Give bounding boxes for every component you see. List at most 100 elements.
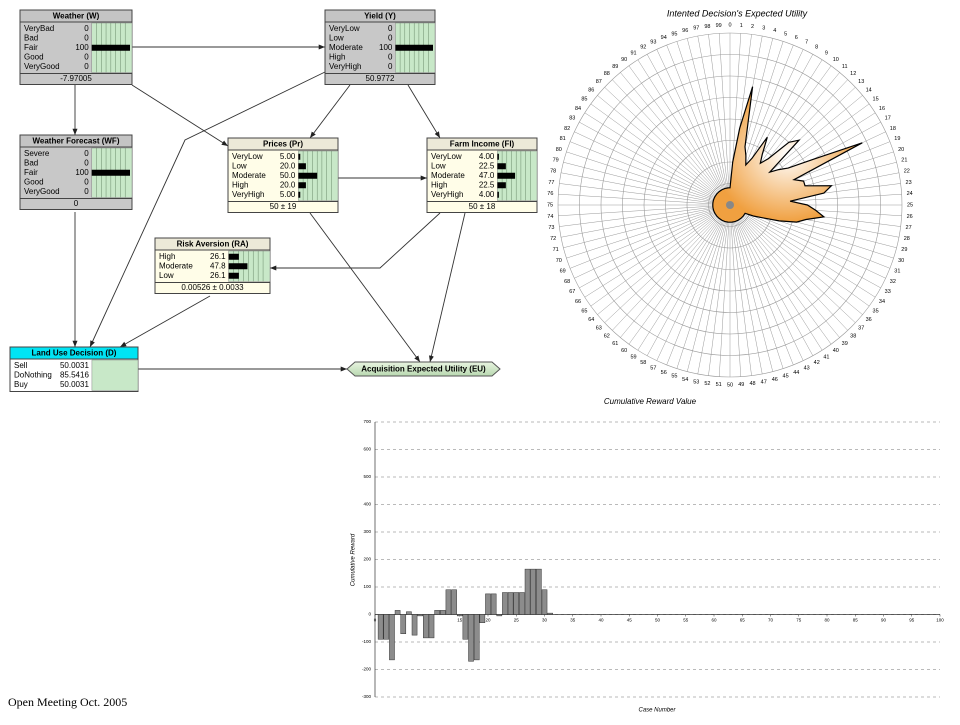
y-tick-label: 0 <box>368 612 371 617</box>
spoke <box>637 59 731 206</box>
state-value: 26.1 <box>210 271 226 280</box>
spoke-label: 76 <box>547 191 553 197</box>
spoke <box>604 87 731 206</box>
spoke <box>569 141 731 206</box>
spoke-label: 32 <box>890 279 896 285</box>
spoke-label: 67 <box>569 289 575 295</box>
state-value: 20.0 <box>280 161 296 170</box>
spoke-label: 87 <box>596 79 602 85</box>
bar <box>445 589 452 615</box>
x-tick-label: 95 <box>909 618 915 623</box>
node-title: Land Use Decision (D) <box>32 349 117 358</box>
bar <box>490 593 497 615</box>
spoke-label: 10 <box>833 57 839 63</box>
spoke-label: 28 <box>904 236 910 242</box>
spoke-label: 57 <box>650 365 656 371</box>
x-tick-label: 70 <box>768 618 774 623</box>
x-tick-label: 30 <box>542 618 548 623</box>
spoke-label: 61 <box>612 341 618 347</box>
y-tick-label: 100 <box>363 584 371 589</box>
spoke <box>729 204 886 279</box>
bar <box>423 614 429 639</box>
spoke-label: 51 <box>716 382 722 388</box>
node: Prices (Pr)VeryLow 5.00 Low 20.0 Moderate 50.… <box>227 137 339 213</box>
state-bar <box>298 153 301 160</box>
bar <box>513 592 520 615</box>
spoke-label: 54 <box>682 377 688 383</box>
x-tick-label: 100 <box>936 618 944 623</box>
spoke-label: 26 <box>907 214 913 220</box>
x-tick-label: 75 <box>796 618 802 623</box>
state-name: Moderate <box>431 171 465 180</box>
state-name: VeryHigh <box>232 190 264 199</box>
spoke <box>566 204 731 259</box>
x-tick-label: 15 <box>457 618 463 623</box>
spoke-label: 2 <box>751 24 754 30</box>
state-value: 47.0 <box>479 171 495 180</box>
bar <box>394 610 401 615</box>
spoke <box>697 35 731 206</box>
spoke-label: 7 <box>805 40 808 46</box>
spoke-label: 52 <box>704 381 710 387</box>
bar <box>456 614 463 617</box>
spoke-label: 30 <box>898 258 904 264</box>
state-name: Good <box>24 177 44 186</box>
state-bar <box>228 263 248 270</box>
state-name: Low <box>431 161 446 170</box>
node-title: Acquisition Expected Utility (EU) <box>361 365 486 374</box>
state-value: 4.00 <box>479 190 495 199</box>
bar <box>411 614 418 636</box>
node-header <box>19 134 133 148</box>
spoke-label: 18 <box>890 126 896 132</box>
x-tick-label: 45 <box>627 618 633 623</box>
spoke-label: 14 <box>866 88 872 94</box>
spoke-label: 58 <box>640 360 646 366</box>
spoke <box>729 204 832 345</box>
spoke <box>560 172 731 206</box>
spoke-label: 69 <box>560 269 566 275</box>
y-tick-label: -100 <box>362 639 372 644</box>
spoke <box>612 204 731 331</box>
edge <box>309 84 351 139</box>
state-bar <box>298 182 306 189</box>
spoke-label: 96 <box>682 28 688 34</box>
state-name: High <box>159 252 175 261</box>
edge <box>309 212 421 363</box>
spoke <box>612 79 731 206</box>
spoke <box>676 41 731 206</box>
bar <box>507 592 514 615</box>
x-tick-label: 85 <box>853 618 859 623</box>
spoke <box>579 121 731 206</box>
spoke-label: 22 <box>904 169 910 175</box>
spoke <box>729 204 881 289</box>
spoke-label: 70 <box>556 258 562 264</box>
state-name: Severe <box>24 149 50 158</box>
node: Weather Forecast (WF) Severe 0 Bad 0 Fair 100 G… <box>19 134 133 210</box>
state-name: Moderate <box>329 43 363 52</box>
bar <box>524 568 531 615</box>
state-name: Low <box>232 161 247 170</box>
state-bar <box>497 172 516 179</box>
spoke <box>708 34 731 206</box>
state-name: VeryLow <box>232 152 263 161</box>
spoke-label: 78 <box>550 169 556 175</box>
spoke <box>566 151 731 206</box>
state-value: 0 <box>388 52 393 61</box>
y-axis-label: Cumulative Reward <box>351 533 357 586</box>
spoke-label: 24 <box>907 191 913 197</box>
spoke <box>666 44 731 206</box>
spoke <box>597 204 731 315</box>
node-footer: 50 ± 19 <box>270 202 297 211</box>
spoke <box>729 204 752 376</box>
spoke <box>676 204 731 369</box>
spoke <box>579 204 731 289</box>
spoke-label: 84 <box>575 106 581 112</box>
spoke <box>620 204 731 338</box>
spoke <box>718 204 731 377</box>
spoke-label: 45 <box>783 374 789 380</box>
spoke-label: 64 <box>588 317 594 323</box>
spoke-label: 8 <box>815 45 818 51</box>
node-footer: 50.9772 <box>366 74 395 83</box>
state-value: 0 <box>388 33 393 42</box>
state-name: Bad <box>24 33 38 42</box>
